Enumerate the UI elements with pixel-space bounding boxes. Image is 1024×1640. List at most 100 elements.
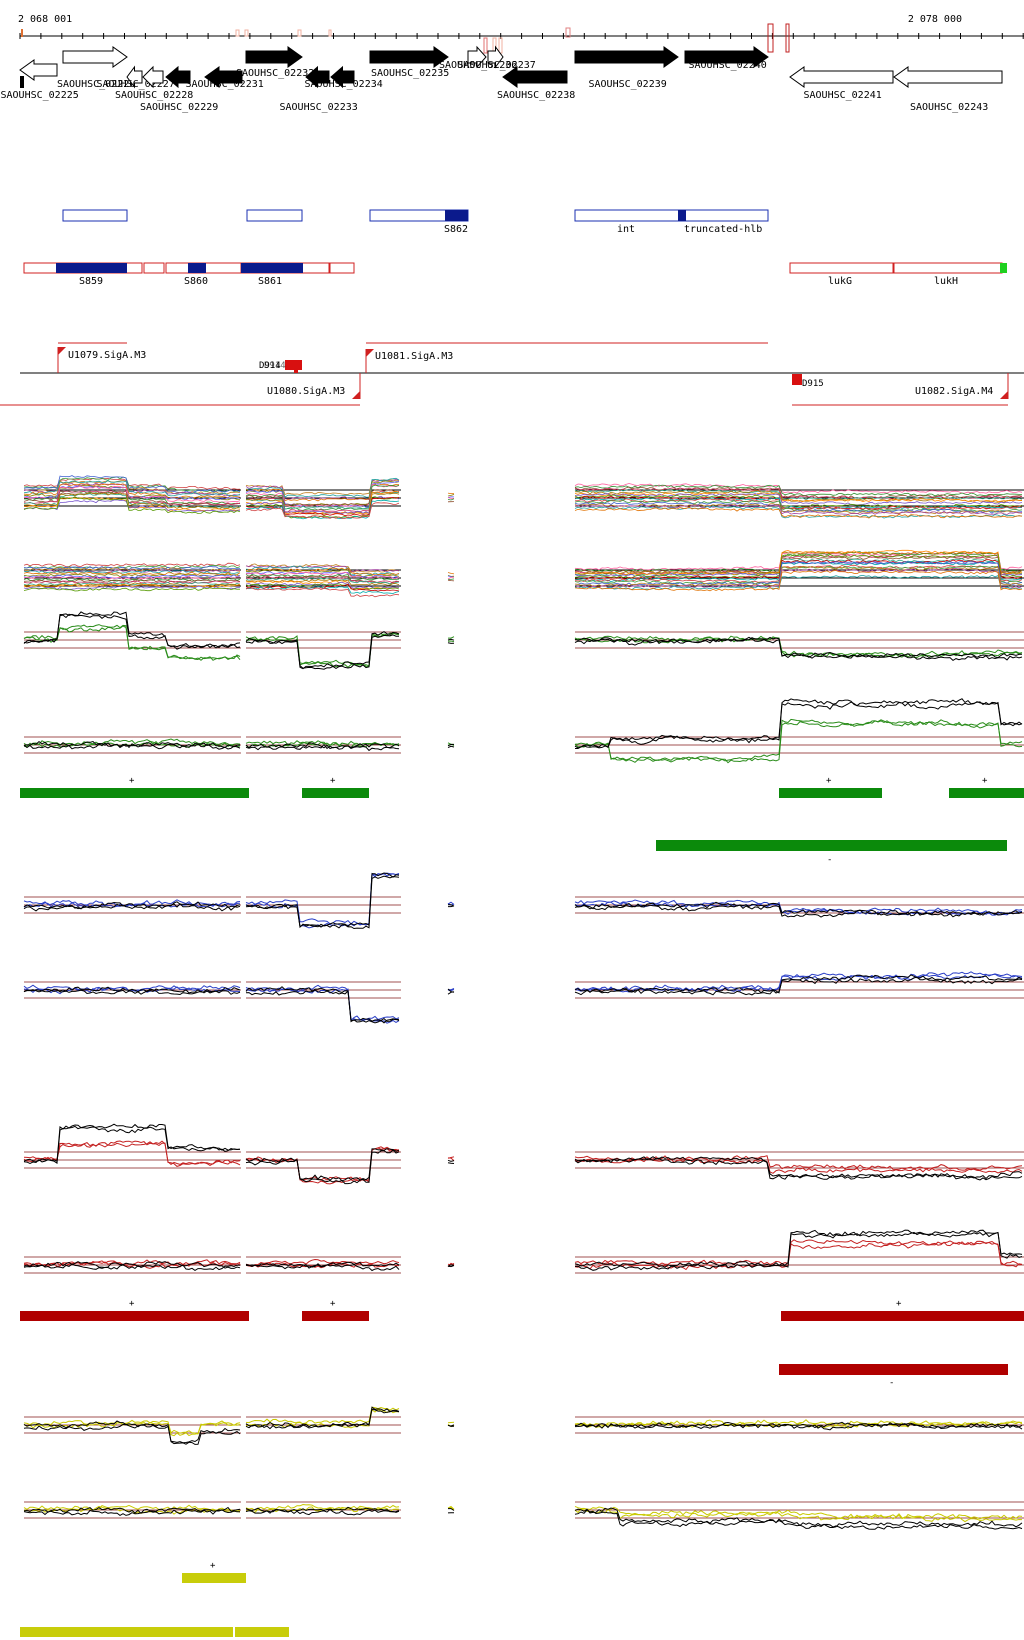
control-curve: [574, 976, 1023, 996]
gene-arrow[interactable]: [245, 46, 303, 68]
gene-arrow[interactable]: [305, 65, 330, 89]
tu-label-u1081: U1081.SigA.M3: [375, 351, 453, 362]
feature-label-lukh: lukH: [934, 276, 958, 287]
condition-expression-groups: [23, 611, 1024, 1530]
feature-box[interactable]: [789, 262, 894, 274]
sample-curve: [245, 489, 400, 507]
sample-curve: [574, 488, 1023, 501]
gene-arrow[interactable]: [684, 46, 769, 68]
control-curve: [447, 1159, 455, 1162]
control-curve: [245, 986, 400, 1022]
gene-label: SAOUHSC_02227: [97, 79, 175, 90]
sample-curve: [574, 560, 1023, 586]
gene-arrow[interactable]: [789, 66, 894, 88]
gene-arrow[interactable]: [330, 65, 355, 89]
gene-arrow[interactable]: [893, 66, 1003, 88]
gene-arrow[interactable]: [204, 66, 243, 88]
multi-sample-expression-tracks: [23, 475, 1024, 598]
red-plus-label: +: [129, 1299, 135, 1309]
feature-fill: [445, 210, 468, 221]
sample-curve: [245, 571, 400, 580]
gene-arrow[interactable]: [487, 45, 504, 69]
feature-box[interactable]: [574, 209, 769, 222]
control-curve: [574, 1422, 1023, 1431]
segment-bars: + + + + - + + + - + - -: [20, 776, 1024, 1640]
sample-curve: [245, 478, 400, 500]
control-curve: [23, 611, 241, 649]
red-plus-bar: [20, 1311, 249, 1321]
control-curve: [245, 1264, 400, 1272]
sample-curve: [447, 579, 455, 582]
sample-curve: [574, 493, 1023, 506]
gene-arrow[interactable]: [19, 59, 58, 81]
green-plus-label: +: [826, 776, 832, 786]
sample-curve: [447, 576, 455, 580]
control-curve: [574, 1421, 1023, 1429]
feature-box[interactable]: [143, 262, 165, 274]
end-coordinate: 2 078 000: [908, 14, 962, 25]
sample-curve: [23, 582, 241, 588]
red-plus-bar: [781, 1311, 1024, 1321]
condition-curve: [23, 738, 241, 746]
gene-arrow[interactable]: [142, 65, 164, 89]
sample-curve: [574, 484, 1023, 497]
sample-curve: [574, 501, 1023, 514]
sample-curve: [23, 583, 241, 588]
sample-curve: [245, 573, 400, 582]
control-curve: [245, 1261, 400, 1268]
feature-label-s862: S862: [444, 224, 468, 235]
feature-label-lukg: lukG: [828, 276, 852, 287]
gene-label: SAOUHSC_02235: [371, 68, 449, 79]
condition-curve: [574, 719, 1023, 764]
gene-arrow[interactable]: [369, 46, 449, 68]
condition-curve: [245, 1406, 400, 1425]
sample-curve: [23, 485, 241, 503]
ruler-mark: [483, 37, 488, 54]
control-curve: [245, 872, 400, 929]
gene-arrow[interactable]: [62, 46, 128, 68]
gene-arrow[interactable]: [502, 66, 568, 88]
sample-curve: [23, 492, 241, 510]
feature-box[interactable]: [246, 209, 303, 222]
ruler-mark: [767, 23, 774, 53]
feature-box[interactable]: [893, 262, 1003, 274]
d915-block: [792, 374, 802, 385]
sample-curve: [23, 496, 241, 514]
control-curve: [574, 1157, 1023, 1181]
sample-curve: [245, 567, 400, 576]
sample-curve: [574, 492, 1022, 503]
gene-arrow[interactable]: [126, 65, 143, 89]
control-curve: [447, 1265, 455, 1268]
gene-arrow[interactable]: [165, 65, 191, 89]
tu-label-u1079: U1079.SigA.M3: [68, 350, 146, 361]
feature-box[interactable]: [329, 262, 355, 274]
sample-curve: [23, 577, 241, 582]
green-plus-bar: [779, 788, 882, 798]
gene-arrow[interactable]: [467, 45, 487, 69]
condition-curve: [245, 1258, 400, 1267]
start-coordinate: 2 068 001: [18, 14, 72, 25]
sample-curve: [23, 587, 240, 592]
ruler-mark: [235, 29, 240, 37]
gene-label: SAOUHSC_02225: [1, 90, 79, 101]
feature-label-s861: S861: [258, 276, 282, 287]
yellow-plus-bar: [182, 1573, 246, 1583]
sample-curve: [23, 565, 241, 570]
sample-curve: [23, 581, 241, 586]
sample-curve: [23, 480, 241, 497]
gene-arrow[interactable]: [574, 46, 679, 68]
control-curve: [574, 636, 1023, 662]
control-curve: [447, 745, 455, 749]
gene-label: SAOUHSC_02232: [236, 68, 314, 79]
gene-label: SAOUHSC_02229: [140, 102, 218, 113]
ruler-mark: [498, 37, 503, 54]
condition-curve: [23, 1141, 241, 1167]
feature-label-s860: S860: [184, 276, 208, 287]
feature-box[interactable]: [62, 209, 128, 222]
control-curve: [245, 630, 400, 670]
sample-curve: [23, 490, 241, 506]
control-curve: [575, 701, 1023, 749]
d914-block: [294, 370, 298, 373]
condition-curve: [574, 1420, 1022, 1429]
feature-track-minus: S859 S860 S861 lukG lukH: [23, 262, 1007, 287]
